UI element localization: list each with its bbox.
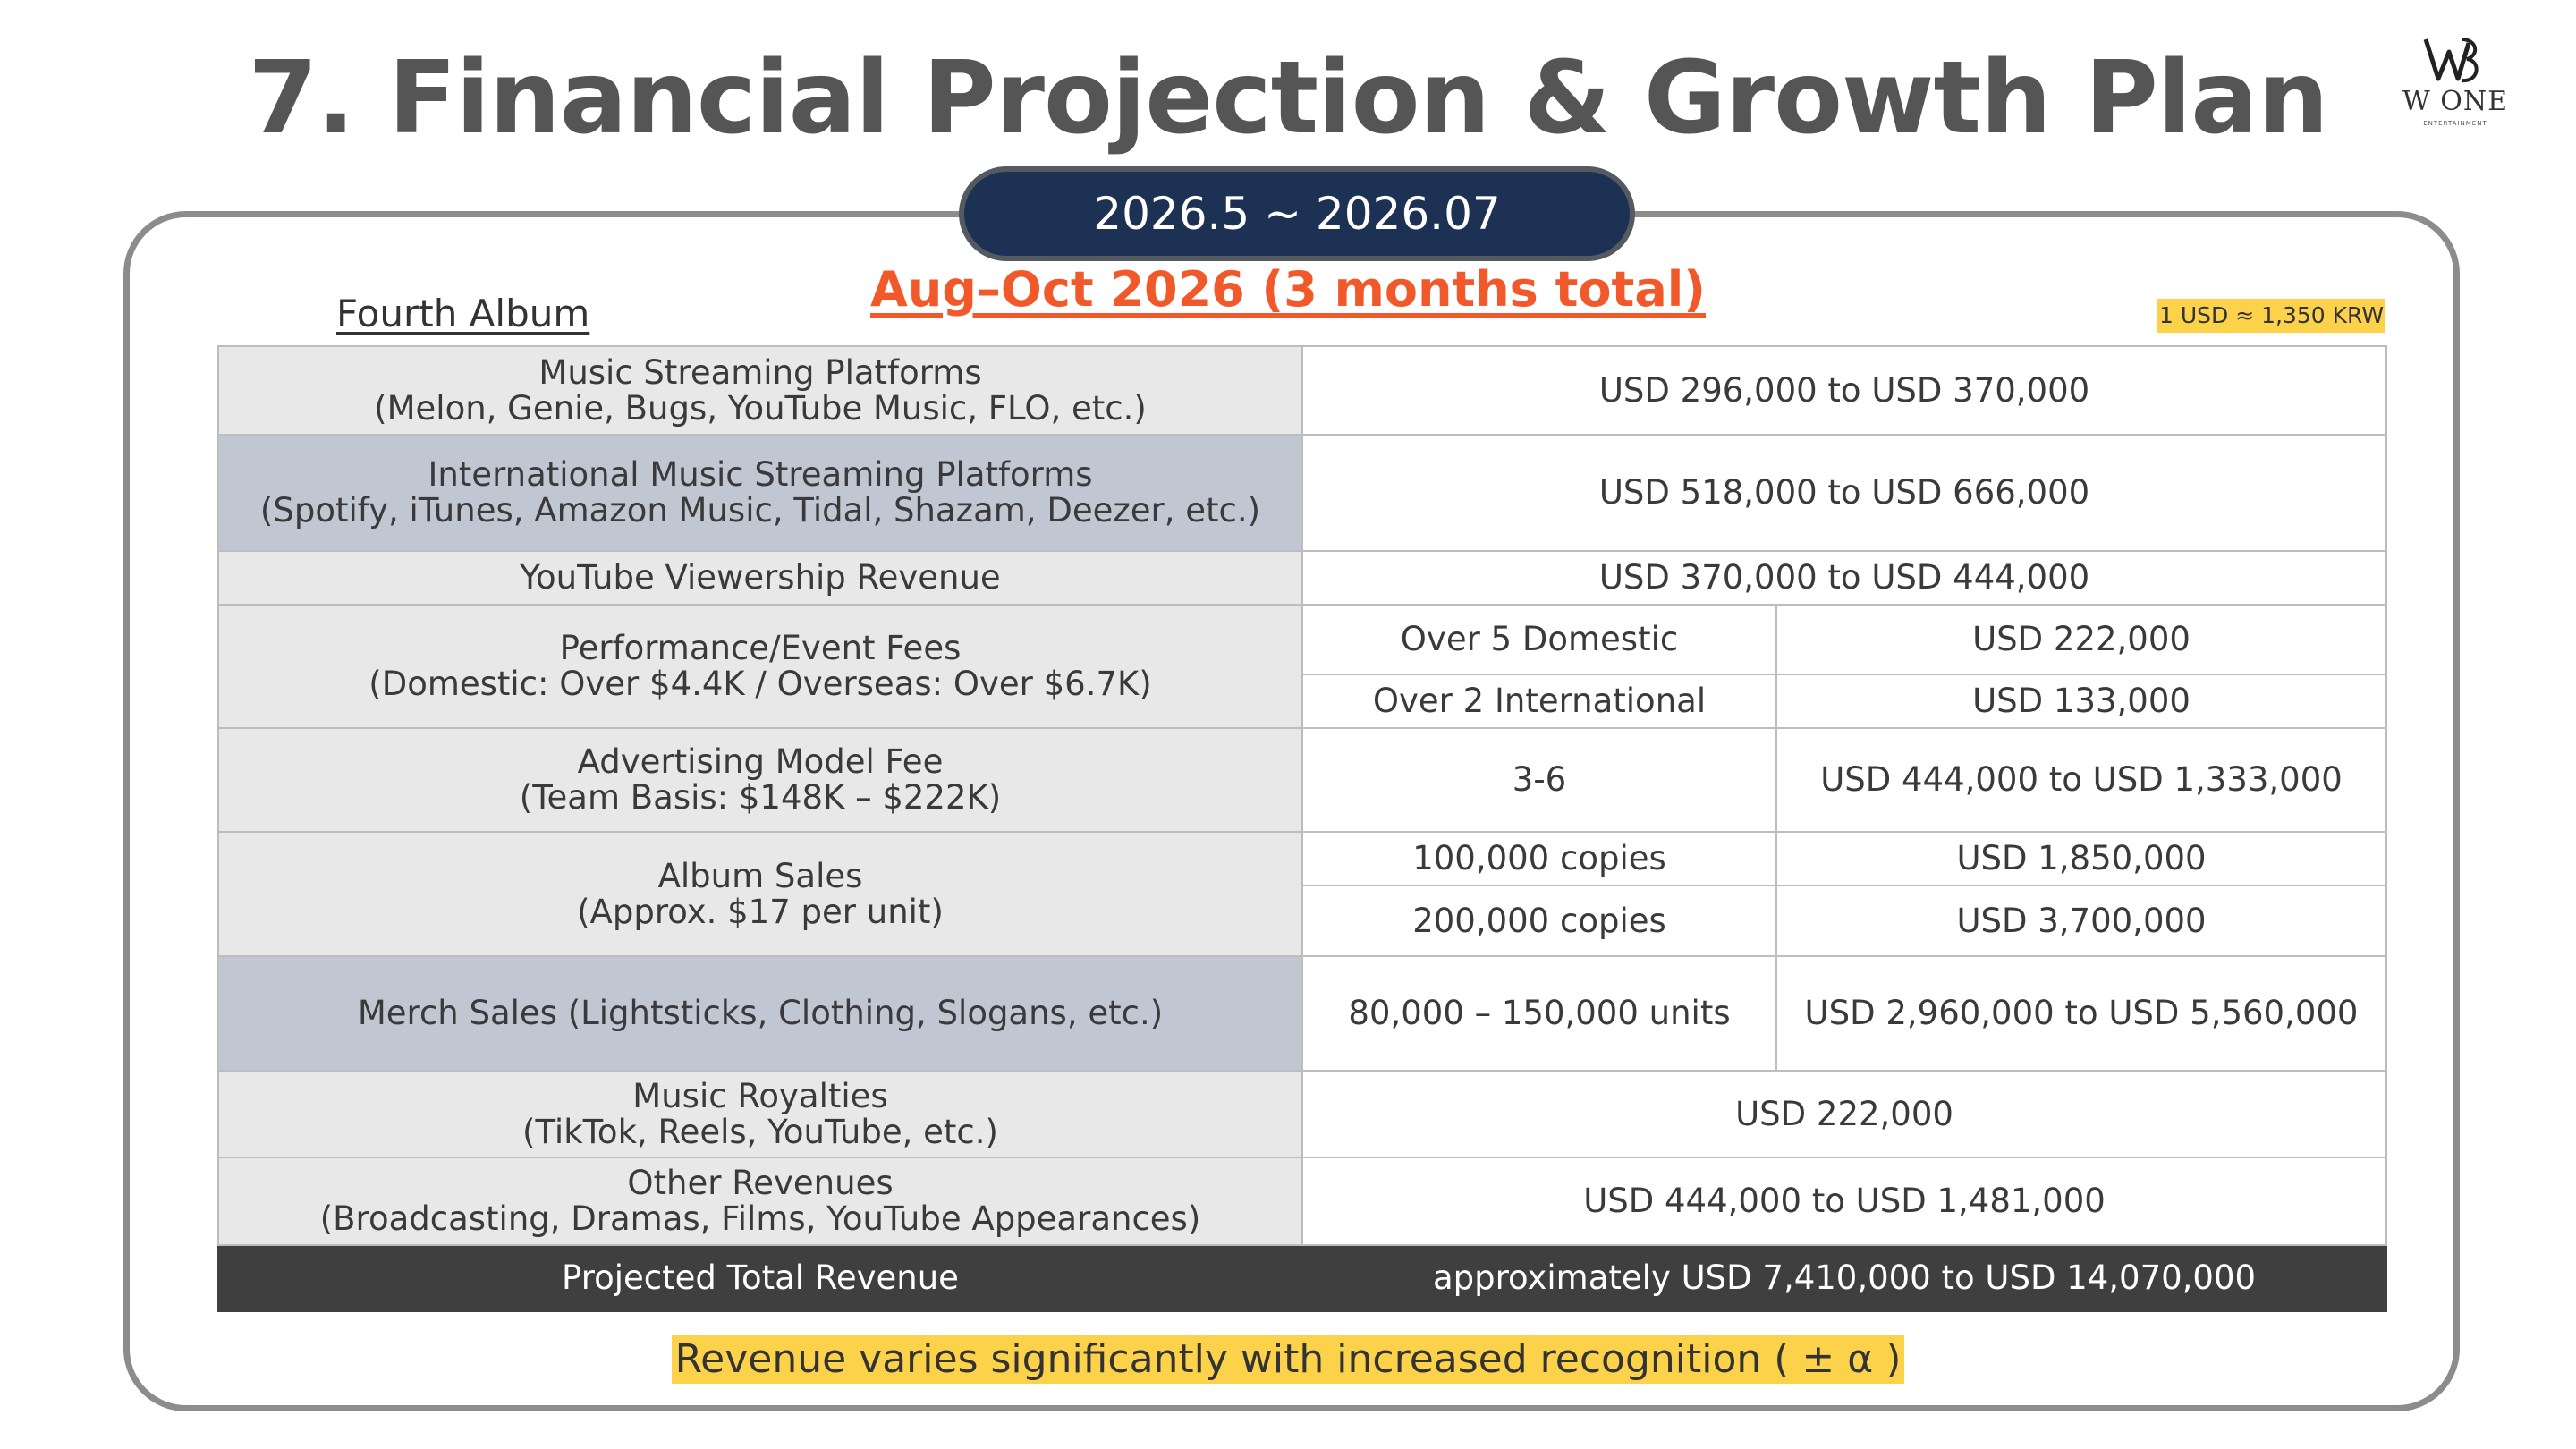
table-row: Album Sales (Approx. $17 per unit) 100,0… xyxy=(217,831,2388,957)
category-cell: Merch Sales (Lightsticks, Clothing, Slog… xyxy=(217,955,1303,1072)
period-badge: 2026.5 ~ 2026.07 xyxy=(959,166,1635,261)
total-value: approximately USD 7,410,000 to USD 14,07… xyxy=(1301,1244,2388,1312)
footnote: Revenue varies significantly with increa… xyxy=(0,1335,2576,1384)
subtitle: Aug–Oct 2026 (3 months total) xyxy=(0,261,2576,318)
category-cell: YouTube Viewership Revenue xyxy=(217,550,1303,606)
table-row: Music Streaming Platforms (Melon, Genie,… xyxy=(217,345,2388,436)
logo-subtext: ENTERTAINMENT xyxy=(2423,120,2487,127)
category-label: Music Streaming Platforms xyxy=(538,352,982,392)
category-detail: (Spotify, iTunes, Amazon Music, Tidal, S… xyxy=(259,491,1261,530)
quantity-cell: Over 5 Domestic xyxy=(1301,604,1777,675)
value-cell: USD 1,850,000 xyxy=(1775,831,2388,886)
category-detail: (Domestic: Over $4.4K / Overseas: Over $… xyxy=(369,665,1152,703)
category-cell: Music Royalties (TikTok, Reels, YouTube,… xyxy=(217,1070,1303,1158)
footnote-text: Revenue varies significantly with increa… xyxy=(671,1335,1905,1384)
table-row: Merch Sales (Lightsticks, Clothing, Slog… xyxy=(217,955,2388,1072)
category-detail: (TikTok, Reels, YouTube, etc.) xyxy=(522,1112,998,1151)
subtitle-text: Aug–Oct 2026 (3 months total) xyxy=(870,261,1706,318)
quantity-cell: 3-6 xyxy=(1301,727,1777,833)
value-cell: USD 296,000 to USD 370,000 xyxy=(1301,345,2388,436)
table-row: Performance/Event Fees (Domestic: Over $… xyxy=(217,604,2388,729)
revenue-table: Music Streaming Platforms (Melon, Genie,… xyxy=(217,345,2388,1312)
table-row: International Music Streaming Platforms … xyxy=(217,434,2388,552)
company-logo: W ONE ENTERTAINMENT xyxy=(2397,34,2513,132)
album-label: Fourth Album xyxy=(336,292,590,335)
category-detail: (Approx. $17 per unit) xyxy=(577,892,944,931)
table-row: YouTube Viewership Revenue USD 370,000 t… xyxy=(217,550,2388,606)
category-detail: (Team Basis: $148K – $222K) xyxy=(519,778,1002,817)
table-row: Music Royalties (TikTok, Reels, YouTube,… xyxy=(217,1070,2388,1158)
value-cell: USD 222,000 xyxy=(1301,1070,2388,1158)
value-cell: USD 222,000 xyxy=(1775,604,2388,675)
table-row: 200,000 copies USD 3,700,000 xyxy=(218,885,2388,957)
logo-name: W ONE xyxy=(2402,86,2509,117)
category-label: Performance/Event Fees xyxy=(559,629,962,667)
category-label: Music Royalties xyxy=(632,1076,888,1115)
quantity-cell: 200,000 copies xyxy=(1301,885,1777,957)
value-cell: USD 444,000 to USD 1,333,000 xyxy=(1775,727,2388,833)
quantity-cell: 80,000 – 150,000 units xyxy=(1301,955,1777,1072)
exchange-rate-badge: 1 USD ≈ 1,350 KRW xyxy=(2157,299,2386,333)
value-cell: USD 2,960,000 to USD 5,560,000 xyxy=(1775,955,2388,1072)
category-cell: Album Sales (Approx. $17 per unit) xyxy=(217,831,1303,957)
quantity-cell: Over 2 International xyxy=(1301,674,1777,729)
value-cell: USD 518,000 to USD 666,000 xyxy=(1301,434,2388,552)
table-row: Advertising Model Fee (Team Basis: $148K… xyxy=(217,727,2388,833)
category-label: Album Sales xyxy=(657,856,863,895)
total-row: Projected Total Revenue approximately US… xyxy=(217,1244,2388,1312)
category-cell: Performance/Event Fees (Domestic: Over $… xyxy=(217,604,1303,729)
quantity-cell: 100,000 copies xyxy=(1301,831,1777,886)
category-cell: Other Revenues (Broadcasting, Dramas, Fi… xyxy=(217,1157,1303,1246)
category-cell: International Music Streaming Platforms … xyxy=(217,434,1303,552)
value-cell: USD 444,000 to USD 1,481,000 xyxy=(1301,1157,2388,1246)
total-label: Projected Total Revenue xyxy=(217,1244,1303,1312)
category-label: Other Revenues xyxy=(627,1164,894,1202)
logo-mark-icon xyxy=(2423,38,2479,83)
category-cell: Music Streaming Platforms (Melon, Genie,… xyxy=(217,345,1303,436)
category-detail: (Melon, Genie, Bugs, YouTube Music, FLO,… xyxy=(374,388,1147,428)
table-row: Over 2 International USD 133,000 xyxy=(218,674,2388,729)
category-cell: Advertising Model Fee (Team Basis: $148K… xyxy=(217,727,1303,833)
table-row: Other Revenues (Broadcasting, Dramas, Fi… xyxy=(217,1157,2388,1246)
category-label: International Music Streaming Platforms xyxy=(428,455,1093,494)
category-detail: (Broadcasting, Dramas, Films, YouTube Ap… xyxy=(319,1199,1201,1238)
value-cell: USD 370,000 to USD 444,000 xyxy=(1301,550,2388,606)
page-title: 7. Financial Projection & Growth Plan xyxy=(248,40,2328,157)
value-cell: USD 3,700,000 xyxy=(1775,885,2388,957)
value-cell: USD 133,000 xyxy=(1775,674,2388,729)
category-label: Advertising Model Fee xyxy=(577,742,944,781)
